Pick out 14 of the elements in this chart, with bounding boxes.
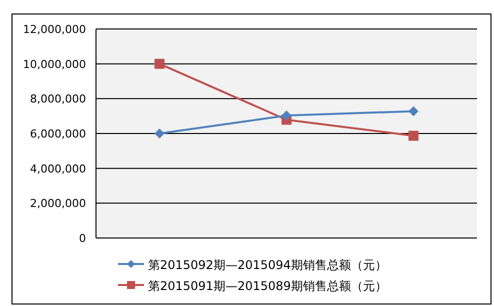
y-tick-label: 2,000,000 (30, 197, 86, 210)
y-tick-label: 0 (79, 232, 86, 245)
y-tick-label: 4,000,000 (30, 162, 86, 176)
y-tick-label: 6,000,000 (30, 128, 86, 140)
point (154, 128, 164, 138)
y-tick-label: 12,000,000 (23, 23, 86, 36)
y-tick-label: 10,000,000 (23, 58, 86, 71)
point (282, 110, 292, 121)
point (408, 106, 418, 116)
y-tick-label: 8,000,000 (30, 92, 86, 106)
point (408, 130, 418, 141)
legend-label: 第2015091期—2015089期销售总额（元） (148, 279, 387, 293)
point (154, 58, 164, 69)
legend-label: 第2015092期—2015094期销售总额（元） (148, 258, 387, 272)
